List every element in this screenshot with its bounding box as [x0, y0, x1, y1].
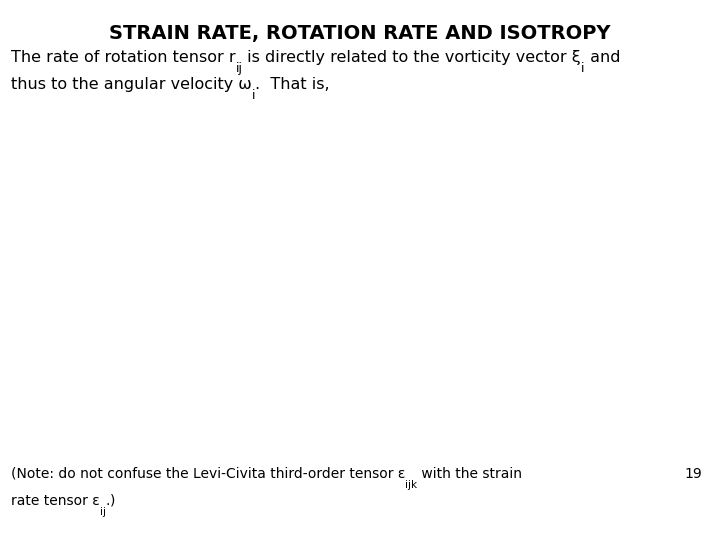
- Text: thus to the angular velocity ω: thus to the angular velocity ω: [11, 77, 251, 92]
- Text: .  That is,: . That is,: [255, 77, 330, 92]
- Text: ij: ij: [235, 62, 243, 75]
- Text: (Note: do not confuse the Levi-Civita third-order tensor ε: (Note: do not confuse the Levi-Civita th…: [11, 467, 405, 481]
- Text: ijk: ijk: [405, 480, 418, 490]
- Text: ij: ij: [99, 507, 106, 517]
- Text: is directly related to the vorticity vector ξ: is directly related to the vorticity vec…: [243, 50, 581, 65]
- Text: The rate of rotation tensor r: The rate of rotation tensor r: [11, 50, 235, 65]
- Text: i: i: [581, 62, 585, 75]
- Text: .: .: [106, 494, 110, 508]
- Text: STRAIN RATE, ROTATION RATE AND ISOTROPY: STRAIN RATE, ROTATION RATE AND ISOTROPY: [109, 24, 611, 43]
- Text: i: i: [251, 89, 255, 102]
- Text: and: and: [585, 50, 620, 65]
- Text: with the strain: with the strain: [418, 467, 522, 481]
- Text: rate tensor ε: rate tensor ε: [11, 494, 99, 508]
- Text: ): ): [110, 494, 115, 508]
- Text: 19: 19: [684, 467, 702, 481]
